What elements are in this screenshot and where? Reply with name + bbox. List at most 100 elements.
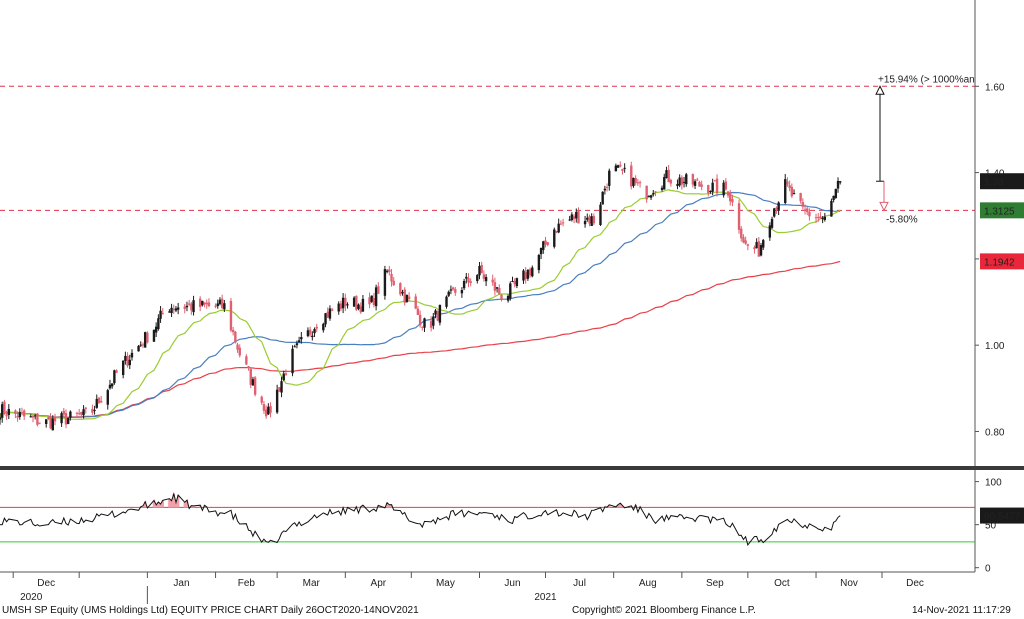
candle-up	[682, 181, 686, 183]
candle-up	[306, 330, 310, 337]
candle-down	[500, 294, 503, 300]
candle-down	[315, 326, 318, 329]
candle-down	[786, 181, 789, 185]
separator[interactable]	[0, 466, 1024, 470]
panel-divider[interactable]	[0, 466, 1024, 470]
candle-up	[168, 311, 171, 313]
rsi-tick-label: 100	[985, 478, 1002, 489]
candle-down	[724, 181, 728, 190]
candle-down	[355, 295, 358, 310]
candle-down	[264, 409, 268, 417]
candle-up	[95, 398, 98, 408]
price-tick-label: 1.00	[985, 341, 1005, 352]
candle-down	[808, 211, 811, 217]
candle-up	[709, 191, 712, 193]
measure-up-arrow	[875, 85, 885, 95]
candle-up	[777, 202, 780, 211]
rsi-overbought-shade	[139, 493, 642, 508]
candle-up	[137, 345, 140, 352]
candle-down	[91, 408, 94, 413]
candle-up	[295, 343, 299, 346]
candle-up	[128, 359, 131, 366]
candle-up	[297, 340, 301, 343]
candle-down	[654, 191, 657, 193]
candle-down	[619, 164, 622, 167]
candle-up	[663, 177, 666, 190]
candle-down	[64, 413, 68, 425]
candle-down	[172, 309, 175, 311]
candle-up	[324, 313, 327, 325]
candle-up	[614, 165, 618, 172]
candle-down	[621, 168, 624, 171]
candle-down	[801, 201, 805, 207]
candle-down	[680, 177, 684, 185]
candle-up	[445, 296, 448, 307]
candle-up	[124, 355, 127, 361]
candle-down	[469, 281, 472, 284]
candle-up	[267, 406, 270, 415]
candle-down	[392, 280, 395, 286]
candle-up	[623, 167, 626, 169]
candle-down	[344, 297, 347, 307]
candle-down	[399, 283, 402, 295]
candle-down	[726, 191, 730, 196]
candle-up	[586, 217, 589, 220]
candle-down	[707, 185, 710, 194]
candle-up	[216, 303, 219, 307]
candle-down	[737, 203, 741, 230]
candle-down	[753, 247, 756, 250]
candle-down	[3, 401, 6, 415]
candle-up	[60, 413, 63, 424]
candle-up	[557, 223, 560, 233]
rsi-last-tag-text: 60.5477	[984, 512, 1021, 523]
candle-down	[84, 407, 87, 409]
candle-down	[278, 387, 281, 392]
candle-up	[311, 335, 314, 338]
candle-up	[51, 418, 54, 431]
candle-down	[403, 289, 406, 303]
candle-down	[467, 278, 470, 283]
candle-up	[157, 318, 160, 330]
time-axis: Dec Jan Feb Mar Apr May Jun Jul Aug Sep Oct Nov Dec 2…	[0, 571, 975, 604]
candle-down	[308, 329, 312, 335]
price-chart: +15.94% (> 1000%an -5.80% 0.801.001.201.…	[0, 0, 1024, 604]
candle-up	[537, 255, 541, 271]
candle-up	[632, 177, 635, 186]
reference-lines	[0, 85, 975, 211]
candle-down	[451, 287, 455, 290]
candle-down	[788, 185, 791, 189]
candle-down	[555, 231, 558, 233]
candle-down	[498, 287, 501, 295]
candle-up	[185, 305, 189, 308]
candle-down	[372, 298, 376, 305]
month-label: Dec	[906, 578, 924, 589]
candle-up	[113, 370, 116, 384]
candle-up	[174, 308, 178, 311]
candle-up	[542, 241, 545, 251]
month-label: Oct	[774, 578, 790, 589]
candle-up	[201, 300, 204, 306]
candle-down	[253, 377, 257, 395]
candle-down	[742, 237, 745, 243]
candle-up	[768, 225, 772, 238]
candle-up	[447, 291, 450, 296]
candle-up	[18, 411, 21, 417]
price-tick-label: 0.80	[985, 427, 1005, 438]
candle-down	[407, 296, 411, 300]
candle-up	[484, 277, 488, 282]
candle-up	[291, 348, 294, 374]
candle-down	[231, 329, 235, 333]
candle-down	[700, 184, 703, 187]
candle-up	[830, 200, 833, 217]
candle-up	[770, 218, 774, 228]
candle-down	[247, 366, 250, 369]
candle-down	[429, 320, 433, 328]
candle-up	[460, 290, 464, 294]
candle-up	[346, 304, 349, 306]
candle-down	[236, 344, 239, 350]
candle-up	[526, 269, 530, 279]
candle-down	[220, 298, 224, 308]
candle-down	[799, 193, 802, 202]
candle-up	[647, 196, 651, 198]
candle-up	[762, 240, 765, 248]
